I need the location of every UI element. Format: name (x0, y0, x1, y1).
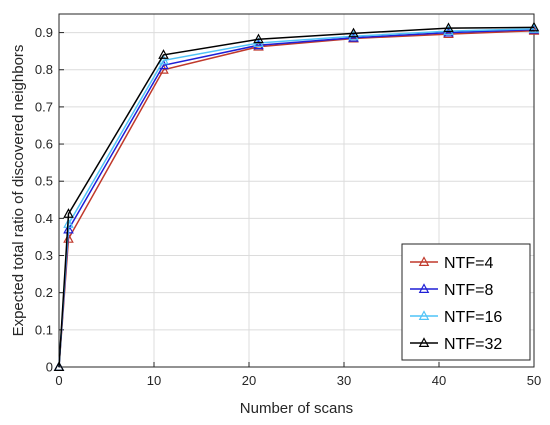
series-line (58, 26, 535, 368)
data-point (443, 28, 454, 39)
y-axis-label: Expected total ratio of discovered neigh… (10, 45, 27, 337)
legend-entry: NTF=8 (410, 282, 493, 299)
legend-label: NTF=32 (444, 336, 502, 353)
legend: NTF=4 NTF=8 NTF=16 NTF=32 (401, 243, 531, 361)
series-group (53, 21, 540, 371)
y-tick-label: 0.6 (35, 137, 53, 152)
axis-ticks: 0 10 20 30 40 50 0 0.1 0.2 0.3 0.4 0.5 0.6 0.7 0.8 0.9 (35, 25, 541, 388)
legend-marker (418, 256, 430, 266)
y-tick-label: 0.3 (35, 248, 53, 263)
y-tick-label: 0.5 (35, 174, 53, 189)
y-tick-label: 0.1 (35, 322, 53, 337)
legend-marker (418, 337, 430, 347)
legend-entry: NTF=16 (410, 309, 502, 326)
y-tick-label: 0.4 (35, 211, 53, 226)
data-point (158, 49, 169, 59)
data-point (443, 25, 454, 36)
legend-marker (418, 310, 430, 320)
legend-marker (418, 283, 430, 293)
plot-area (58, 13, 535, 368)
x-tick-label: 0 (55, 373, 62, 388)
data-point (63, 208, 74, 218)
legend-label: NTF=8 (444, 282, 493, 299)
legend-entry: NTF=32 (410, 336, 502, 353)
x-tick-label: 30 (337, 373, 351, 388)
legend-label: NTF=16 (444, 309, 502, 326)
x-tick-label: 20 (242, 373, 256, 388)
data-point (528, 21, 540, 32)
data-point (63, 218, 74, 228)
x-axis-label: Number of scans (240, 400, 353, 417)
y-tick-label: 0.8 (35, 62, 53, 77)
x-tick-label: 10 (147, 373, 161, 388)
y-tick-label: 0 (46, 360, 53, 375)
y-tick-label: 0.7 (35, 99, 53, 114)
data-point (443, 22, 454, 33)
legend-label: NTF=4 (444, 255, 493, 272)
data-point (348, 30, 359, 41)
data-point (53, 361, 65, 371)
data-point (253, 39, 264, 50)
series-ntf-32 (53, 21, 540, 371)
y-tick-label: 0.2 (35, 285, 53, 300)
data-point (253, 33, 264, 44)
y-tick-label: 0.9 (35, 25, 53, 40)
x-tick-label: 50 (527, 373, 541, 388)
data-point (348, 27, 359, 38)
x-tick-label: 40 (432, 373, 446, 388)
data-point (528, 23, 540, 33)
legend-entry: NTF=4 (410, 255, 493, 272)
